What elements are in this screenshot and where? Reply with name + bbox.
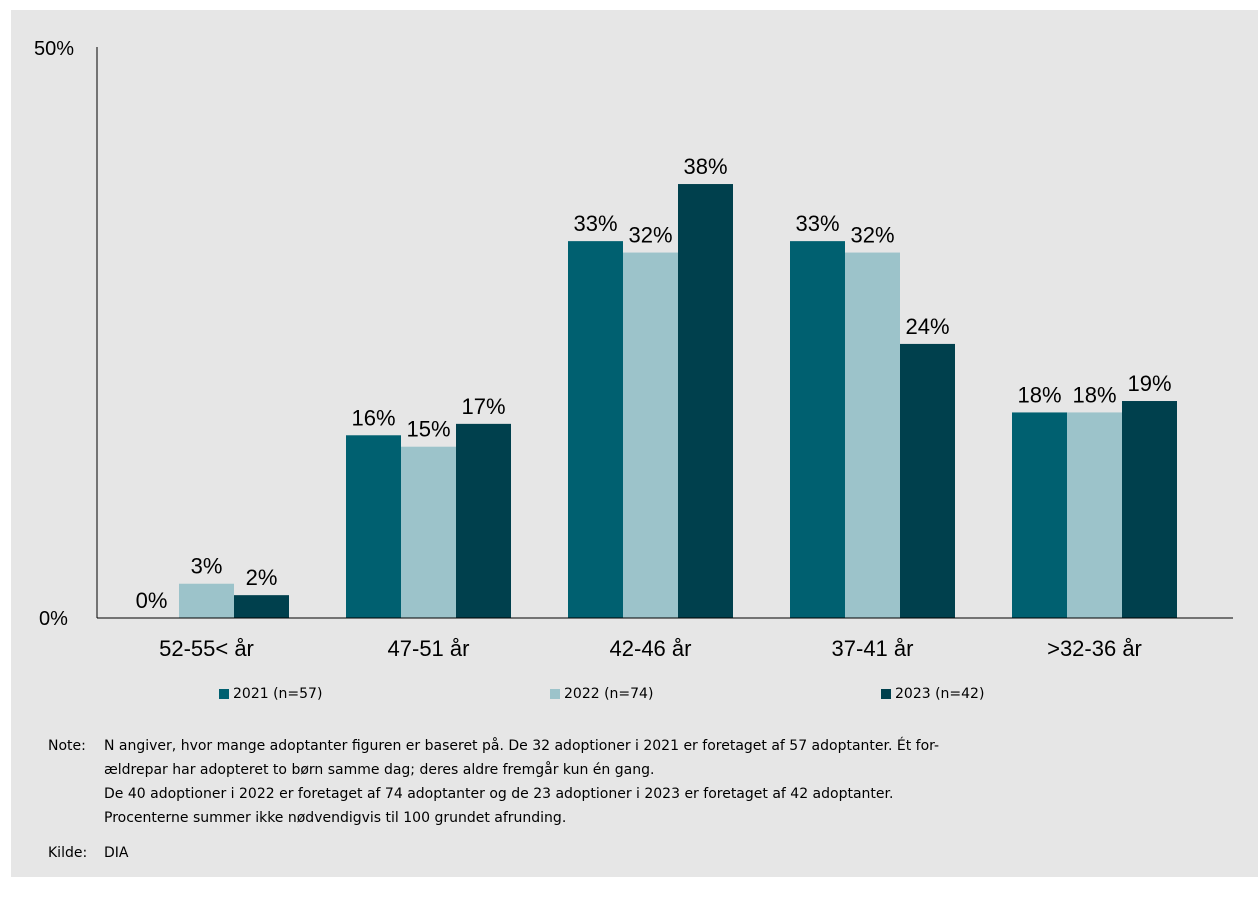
legend-swatch-2022 [550, 689, 560, 699]
category-label-52-55-r: 52-55< år [159, 636, 254, 661]
category-labels-group: 52-55< år 47-51 år 42-46 år 37-41 år >32-36 … [159, 636, 1142, 661]
legend-item-2023: 2023 (n=42) [881, 686, 984, 702]
y-tick-min: 0% [39, 608, 68, 630]
bar-2023-n-42-47-51-r [456, 423, 511, 618]
bar-2022-n-74-52-55-r [179, 583, 234, 618]
value-label-2022-n-74-32-36-r: 18% [1072, 382, 1116, 407]
bar-2022-n-74-47-51-r [401, 446, 456, 618]
bar-2023-n-42-42-46-r [678, 184, 733, 619]
bar-2022-n-74-42-46-r [623, 252, 678, 618]
value-label-2023-n-42-42-46-r: 38% [683, 154, 727, 179]
note-label: Note: [48, 738, 86, 754]
value-label-2022-n-74-42-46-r: 32% [628, 223, 672, 248]
legend: 2021 (n=57) 2022 (n=74) 2023 (n=42) [0, 686, 1258, 710]
bar-2023-n-42-52-55-r [234, 595, 289, 618]
legend-swatch-2021 [219, 689, 229, 699]
value-label-2021-n-57-42-46-r: 33% [573, 211, 617, 236]
bar-2023-n-42-37-41-r [900, 343, 955, 618]
value-label-2022-n-74-52-55-r: 3% [191, 554, 223, 579]
note-lines: N angiver, hvor mange adoptanter figuren… [104, 734, 939, 830]
value-labels-group: 0% 3% 2% 16% 15% 17% 33% 32% 38% 33% 32% 24% 18% 18% 1… [136, 154, 1172, 613]
note-line-3: De 40 adoptioner i 2022 er foretaget af … [104, 786, 894, 802]
note-line-4: Procenterne summer ikke nødvendigvis til… [104, 810, 567, 826]
legend-swatch-2023 [881, 689, 891, 699]
note-line-2: ældrepar har adopteret to børn samme dag… [104, 762, 655, 778]
bar-chart: 0% 3% 2% 16% 15% 17% 33% 32% 38% 33% 32% 24% 18% 18% 1… [96, 47, 1233, 661]
source-label: Kilde: [48, 845, 88, 861]
value-label-2021-n-57-37-41-r: 33% [795, 211, 839, 236]
bar-2021-n-57-42-46-r [568, 241, 623, 618]
bar-2022-n-74-37-41-r [845, 252, 900, 618]
value-label-2021-n-57-32-36-r: 18% [1017, 382, 1061, 407]
legend-item-2022: 2022 (n=74) [550, 686, 653, 702]
legend-item-2021: 2021 (n=57) [219, 686, 322, 702]
bars-group [179, 184, 1177, 619]
value-label-2021-n-57-47-51-r: 16% [351, 405, 395, 430]
value-label-2023-n-42-32-36-r: 19% [1127, 371, 1171, 396]
source-text: DIA [104, 845, 129, 861]
category-label-32-36-r: >32-36 år [1047, 636, 1142, 661]
legend-label-2023: 2023 (n=42) [895, 686, 985, 702]
category-label-42-46-r: 42-46 år [610, 636, 692, 661]
value-label-2023-n-42-37-41-r: 24% [905, 314, 949, 339]
value-label-2022-n-74-37-41-r: 32% [850, 223, 894, 248]
value-label-2022-n-74-47-51-r: 15% [406, 417, 450, 442]
notes-block: Note: N angiver, hvor mange adoptanter f… [48, 734, 1248, 865]
bar-2021-n-57-37-41-r [790, 241, 845, 618]
note-line-1: N angiver, hvor mange adoptanter figuren… [104, 738, 940, 754]
value-label-2021-n-57-52-55-r: 0% [136, 588, 168, 613]
category-label-47-51-r: 47-51 år [388, 636, 470, 661]
bar-2022-n-74-32-36-r [1067, 412, 1122, 618]
value-label-2023-n-42-52-55-r: 2% [246, 565, 278, 590]
value-label-2023-n-42-47-51-r: 17% [461, 394, 505, 419]
source-row: Kilde: DIA [48, 841, 1248, 865]
bar-2023-n-42-32-36-r [1122, 401, 1177, 618]
category-label-37-41-r: 37-41 år [832, 636, 914, 661]
legend-label-2022: 2022 (n=74) [564, 686, 654, 702]
legend-label-2021: 2021 (n=57) [233, 686, 323, 702]
bar-2021-n-57-32-36-r [1012, 412, 1067, 618]
y-tick-max: 50% [34, 38, 75, 60]
note-row: Note: N angiver, hvor mange adoptanter f… [48, 734, 1248, 830]
bar-2021-n-57-47-51-r [346, 435, 401, 618]
